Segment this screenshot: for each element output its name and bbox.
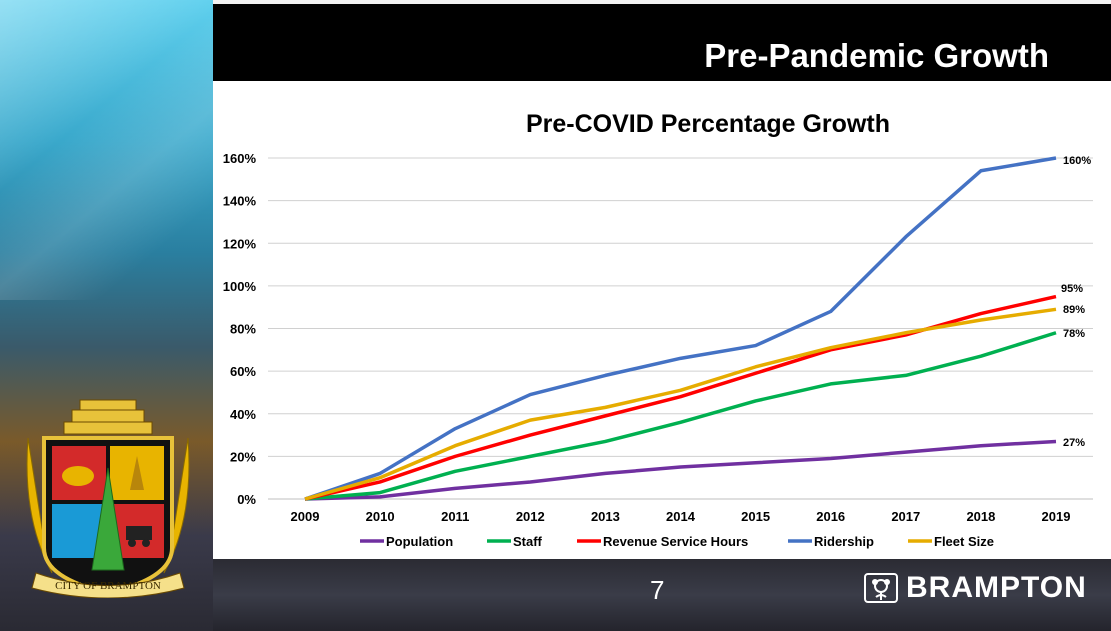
x-axis: 2009 2010 2011 2012 2013 2014 2015 2016 2017 2018…	[291, 509, 1071, 524]
series-line-ridership	[304, 156, 1057, 501]
series-line-population	[304, 439, 1057, 501]
brampton-logo: BRAMPTON	[864, 571, 1087, 605]
footer-bar	[213, 559, 1111, 631]
page-number: 7	[650, 575, 665, 605]
end-label: 78%	[1063, 328, 1085, 340]
x-tick-label: 2015	[741, 509, 770, 524]
x-tick-label: 2009	[291, 509, 320, 524]
y-axis: 0% 20% 40% 60% 80% 100% 120% 140% 160%	[223, 151, 257, 507]
y-tick-label: 100%	[223, 279, 257, 294]
end-label: 160%	[1063, 155, 1091, 167]
series-line-fleet-size	[304, 307, 1057, 501]
city-crest: CITY OF BRAMPTON	[26, 399, 190, 598]
x-tick-label: 2018	[966, 509, 995, 524]
y-tick-label: 80%	[230, 322, 256, 337]
x-tick-label: 2014	[666, 509, 696, 524]
header-bar	[213, 4, 1111, 81]
y-tick-label: 120%	[223, 236, 257, 251]
legend-label: Revenue Service Hours	[603, 534, 748, 549]
chart-legend: Population Staff Revenue Service Hours Ride…	[360, 534, 994, 549]
legend-label: Ridership	[814, 534, 874, 549]
x-tick-label: 2011	[441, 509, 469, 524]
chart-gridlines	[268, 157, 1093, 500]
end-label: 95%	[1061, 283, 1083, 295]
y-tick-label: 160%	[223, 151, 257, 166]
y-tick-label: 140%	[223, 194, 257, 209]
legend-label: Population	[386, 534, 453, 549]
x-tick-label: 2017	[891, 509, 920, 524]
legend-label: Fleet Size	[934, 534, 994, 549]
crest-motto: CITY OF BRAMPTON	[55, 580, 161, 592]
x-tick-label: 2010	[366, 509, 395, 524]
end-label: 89%	[1063, 304, 1085, 316]
brand-name: BRAMPTON	[906, 571, 1087, 604]
y-tick-label: 0%	[237, 492, 256, 507]
x-tick-label: 2016	[816, 509, 845, 524]
y-tick-label: 40%	[230, 407, 256, 422]
end-label: 27%	[1063, 437, 1085, 449]
chart-series	[304, 156, 1057, 501]
end-labels: 27% 78% 95% 160% 89%	[1061, 155, 1091, 449]
x-tick-label: 2019	[1042, 509, 1071, 524]
legend-label: Staff	[513, 534, 543, 549]
x-tick-label: 2013	[591, 509, 620, 524]
flower-icon	[864, 573, 898, 603]
chart-title: Pre-COVID Percentage Growth	[526, 110, 890, 138]
slide-title: Pre-Pandemic Growth	[704, 37, 1049, 74]
x-tick-label: 2012	[516, 509, 545, 524]
series-line-staff	[304, 331, 1057, 501]
y-tick-label: 60%	[230, 364, 256, 379]
y-tick-label: 20%	[230, 449, 256, 464]
